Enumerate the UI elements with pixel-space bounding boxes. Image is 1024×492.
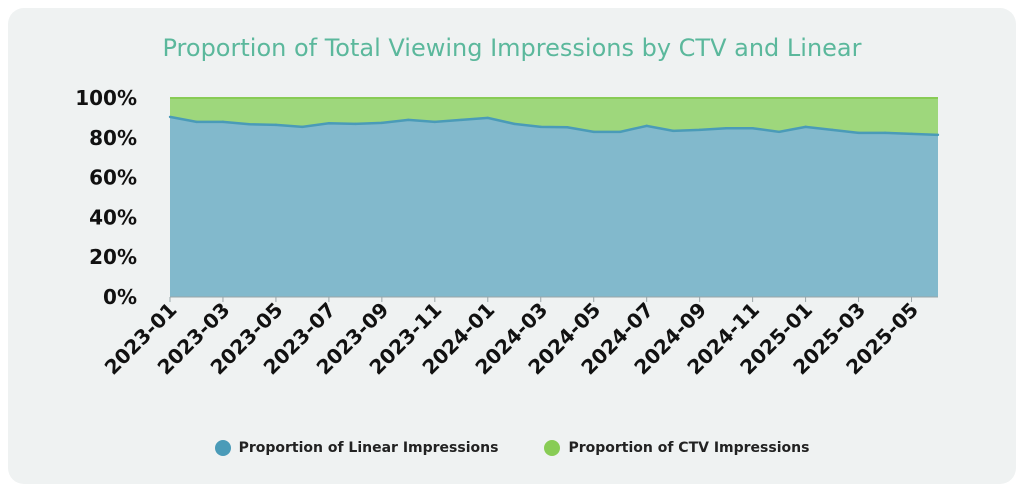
- data-point-linear: [619, 130, 622, 134]
- data-point-linear: [274, 123, 278, 127]
- x-tick-labels: 2023-012023-032023-052023-072023-092023-…: [100, 298, 923, 380]
- line-layer: [168, 97, 940, 137]
- data-point-linear: [354, 122, 357, 126]
- legend-item: Proportion of CTV Impressions: [544, 440, 809, 456]
- y-tick-label: 80%: [89, 126, 137, 150]
- y-tick-label: 20%: [89, 245, 137, 269]
- data-point-linear: [857, 131, 860, 135]
- area-layer: [170, 98, 938, 297]
- data-point-linear: [248, 123, 251, 126]
- data-point-linear: [724, 127, 728, 130]
- data-point-linear: [301, 125, 304, 129]
- data-point-linear: [380, 121, 384, 125]
- data-point-linear: [327, 122, 331, 125]
- data-point-linear: [751, 127, 754, 130]
- y-tick-label: 60%: [89, 166, 137, 190]
- data-point-linear: [936, 133, 940, 137]
- legend-swatch: [544, 440, 561, 456]
- data-point-linear: [433, 120, 437, 124]
- legend-item: Proportion of Linear Impressions: [214, 440, 499, 456]
- data-point-linear: [910, 132, 913, 136]
- area-ctv-impressions: [170, 98, 938, 135]
- line-linear-impressions: [169, 115, 939, 137]
- data-point-linear: [513, 122, 516, 126]
- chart-legend: Proportion of Linear Impressions Proporti…: [0, 440, 1024, 456]
- legend-label: Proportion of CTV Impressions: [568, 440, 810, 456]
- y-tick-label: 40%: [89, 205, 137, 229]
- data-point-linear: [830, 128, 834, 132]
- data-point-linear: [566, 126, 569, 129]
- data-point-linear: [195, 120, 198, 124]
- legend-swatch: [214, 440, 231, 456]
- data-point-linear: [486, 116, 489, 120]
- data-point-linear: [460, 118, 463, 122]
- data-point-linear: [698, 128, 701, 132]
- y-tick-label: 0%: [103, 285, 137, 309]
- y-tick-label: 100%: [75, 86, 137, 110]
- axis-layer: [169, 296, 938, 302]
- y-tick-labels: 0% 20% 40% 60% 80% 100%: [75, 86, 137, 309]
- data-point-linear: [592, 130, 595, 134]
- data-point-linear: [168, 115, 172, 119]
- data-point-linear: [804, 125, 807, 129]
- data-point-linear: [539, 125, 542, 129]
- data-point-linear: [671, 129, 675, 133]
- data-point-linear: [407, 118, 410, 122]
- chart-title: Proportion of Total Viewing Impressions …: [162, 34, 862, 62]
- area-linear-impressions: [170, 116, 938, 297]
- data-point-linear: [645, 124, 648, 128]
- data-point-linear: [221, 120, 225, 124]
- data-point-linear: [777, 130, 781, 134]
- legend-label: Proportion of Linear Impressions: [238, 440, 499, 456]
- data-point-linear: [883, 131, 887, 135]
